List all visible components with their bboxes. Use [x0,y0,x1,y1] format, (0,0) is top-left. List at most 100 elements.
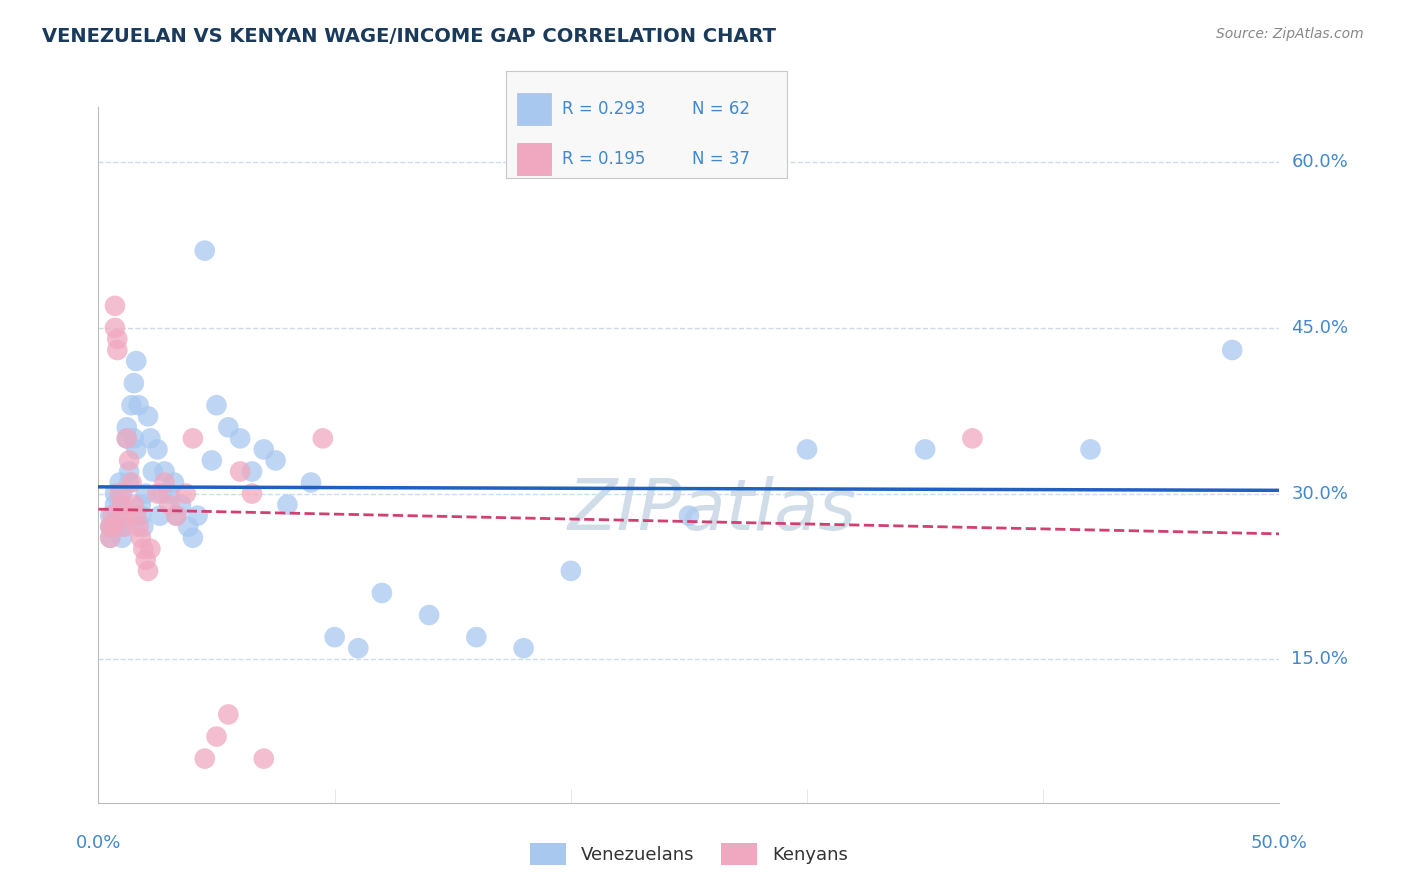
Point [229,465,252,479]
Point [125,354,148,368]
Text: 60.0%: 60.0% [1291,153,1348,171]
Point [118,453,141,467]
Point [111,519,134,533]
Point [205,730,228,744]
Point [217,707,239,722]
Text: 15.0%: 15.0% [1291,650,1348,668]
Point [139,541,162,556]
Point [121,475,143,490]
Point [101,519,124,533]
Point [129,508,152,523]
Point [115,431,138,445]
Point [111,531,134,545]
Point [678,508,700,523]
Point [229,431,252,445]
Point [98,519,121,533]
Point [136,564,159,578]
Point [132,519,155,533]
Point [217,420,239,434]
Point [418,608,440,623]
Point [98,519,121,533]
Text: 45.0%: 45.0% [1291,319,1348,337]
Point [112,519,135,533]
Point [170,498,193,512]
Point [132,541,155,556]
Point [194,751,217,765]
Point [111,508,134,523]
Point [115,420,138,434]
Point [465,630,488,644]
Point [125,508,148,523]
Text: VENEZUELAN VS KENYAN WAGE/INCOME GAP CORRELATION CHART: VENEZUELAN VS KENYAN WAGE/INCOME GAP COR… [42,27,776,45]
Point [1220,343,1243,357]
Point [101,508,124,523]
Point [194,244,217,258]
Point [105,519,128,533]
Point [146,486,169,500]
Point [174,486,197,500]
Point [122,498,145,512]
Legend: Venezuelans, Kenyans: Venezuelans, Kenyans [522,834,856,874]
Point [104,498,127,512]
Point [181,431,204,445]
Point [177,519,200,533]
Point [104,299,127,313]
Text: R = 0.293: R = 0.293 [562,100,645,118]
Point [135,553,157,567]
Point [150,486,173,500]
Point [264,453,287,467]
Text: N = 62: N = 62 [692,100,749,118]
Point [122,431,145,445]
Point [146,442,169,457]
Point [187,508,209,523]
Point [253,751,276,765]
Text: ZIPatlas: ZIPatlas [568,476,858,545]
Point [205,398,228,412]
Point [105,332,128,346]
Point [323,630,346,644]
Point [115,431,138,445]
Point [111,498,134,512]
Point [962,431,984,445]
Point [914,442,936,457]
Point [129,498,152,512]
Point [135,486,157,500]
Point [129,531,152,545]
Point [312,431,335,445]
Text: 50.0%: 50.0% [1251,834,1308,852]
Point [149,508,172,523]
Point [98,531,121,545]
Point [98,508,121,523]
Text: R = 0.195: R = 0.195 [562,150,645,168]
Point [163,475,186,490]
Point [108,486,131,500]
Point [299,475,322,490]
Point [796,442,818,457]
Point [153,475,176,490]
Point [136,409,159,424]
Point [165,508,187,523]
Point [128,398,150,412]
Point [240,486,263,500]
Point [371,586,394,600]
Point [181,531,204,545]
Point [104,321,127,335]
Text: 30.0%: 30.0% [1291,484,1348,502]
Point [121,398,143,412]
Point [165,508,187,523]
Point [560,564,582,578]
Point [240,465,263,479]
Point [108,498,131,512]
Point [104,486,127,500]
Point [201,453,224,467]
Point [105,343,128,357]
Point [157,486,180,500]
Point [108,475,131,490]
Bar [517,93,551,125]
Bar [517,143,551,175]
Point [98,531,121,545]
Point [157,498,180,512]
Point [105,508,128,523]
Point [512,641,534,656]
Point [276,498,298,512]
